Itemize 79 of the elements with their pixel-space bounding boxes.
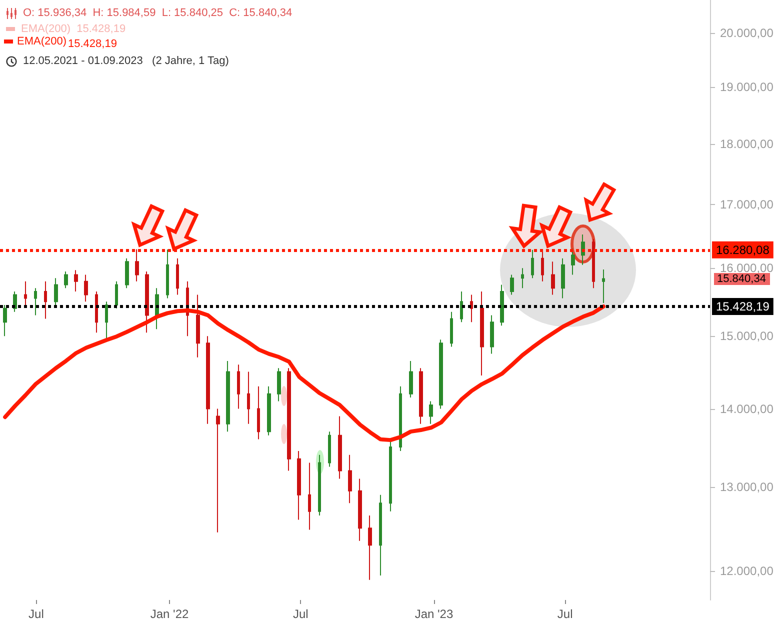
- candlestick: [368, 515, 372, 580]
- candlestick: [460, 290, 463, 323]
- annotation: 15.428,19: [68, 37, 117, 52]
- y-tick-label: 14.000,00: [720, 402, 774, 416]
- candlestick: [379, 494, 382, 576]
- candlestick: [125, 258, 129, 289]
- candlestick: [166, 249, 169, 299]
- candlestick: [409, 360, 413, 398]
- candlestick: [135, 248, 139, 282]
- candlestick: [74, 270, 78, 292]
- candlestick: [13, 290, 17, 312]
- candlestick: [521, 268, 524, 289]
- candlestick: [196, 294, 200, 358]
- candlestick: [338, 416, 342, 480]
- candlestick: [95, 290, 98, 334]
- candlestick: [24, 280, 27, 306]
- candlestick: [257, 386, 260, 440]
- candlestick: [105, 301, 108, 340]
- candlestick: [602, 268, 605, 304]
- candlestick: [551, 261, 555, 296]
- x-tick-label: Jul: [292, 607, 308, 621]
- candlestick: [531, 249, 534, 279]
- ref-line-label: 16.280,08: [716, 242, 770, 257]
- line-series: [3, 304, 606, 442]
- y-tick-label: 16.000,00: [720, 261, 774, 276]
- candlestick: [216, 408, 220, 533]
- x-tick-label: Jul: [28, 607, 44, 621]
- candlestick: [54, 278, 58, 306]
- candlestick: [297, 450, 301, 520]
- candlestick: [510, 274, 514, 296]
- candlestick: [439, 339, 443, 410]
- candlestick: [470, 294, 473, 323]
- x-tick-label: Jul: [557, 607, 573, 621]
- candlestick: [592, 238, 595, 289]
- x-tick-label: Jan '23: [414, 607, 454, 621]
- candlestick: [84, 274, 88, 302]
- y-tick-label: 17.000,00: [720, 197, 774, 212]
- candlestick: [318, 454, 321, 516]
- candlestick: [34, 288, 37, 316]
- candlestick: [500, 284, 504, 326]
- candlestick: [308, 462, 311, 530]
- candlestick: [176, 258, 179, 296]
- candlestick: [267, 386, 271, 436]
- candlestick: [247, 371, 250, 424]
- candlestick: [450, 311, 453, 348]
- legend-label: EMA(200): [17, 36, 67, 48]
- text: O: 15.936,34 H: 15.984,59 L: 15.840,25 C: 15.840,34: [23, 6, 292, 21]
- candlestick: [399, 386, 402, 452]
- candlestick: [541, 249, 544, 282]
- annotation: EMA(200) 15.428,19: [21, 22, 126, 36]
- x-tick-label: Jan '22: [150, 607, 190, 621]
- y-tick-label: 18.000,00: [720, 137, 774, 152]
- ref-line-label: 15.428,19: [716, 299, 770, 314]
- candlestick: [145, 270, 149, 334]
- candlestick: [287, 368, 291, 472]
- candlestick: [561, 258, 565, 299]
- candlestick: [328, 431, 331, 468]
- candlestick: [64, 270, 68, 289]
- candlestick: [277, 368, 281, 402]
- candlestick: [348, 454, 352, 504]
- candlestick: [490, 314, 494, 354]
- text: 15.840,34: [714, 272, 770, 285]
- candlestick: [226, 360, 230, 432]
- y-tick-label: 19.000,00: [720, 80, 774, 94]
- candlestick: [237, 364, 240, 410]
- candlestick: [480, 290, 484, 376]
- candlestick: [3, 304, 7, 337]
- annotation: 12.05.2021 - 01.09.2023 (2 Jahre, 1 Tag): [23, 54, 229, 69]
- y-tick-label: 13.000,00: [720, 480, 774, 494]
- candlestick: [358, 478, 362, 542]
- candlestick: [571, 248, 575, 276]
- candlestick: [206, 336, 210, 424]
- candlestick: [419, 368, 423, 424]
- y-tick-label: 12.000,00: [720, 564, 774, 578]
- candlestick: [429, 400, 433, 424]
- y-tick-label: 20.000,00: [720, 26, 774, 40]
- y-tick-label: 15.000,00: [720, 329, 774, 344]
- candlestick: [44, 280, 47, 320]
- candlestick: [115, 280, 118, 309]
